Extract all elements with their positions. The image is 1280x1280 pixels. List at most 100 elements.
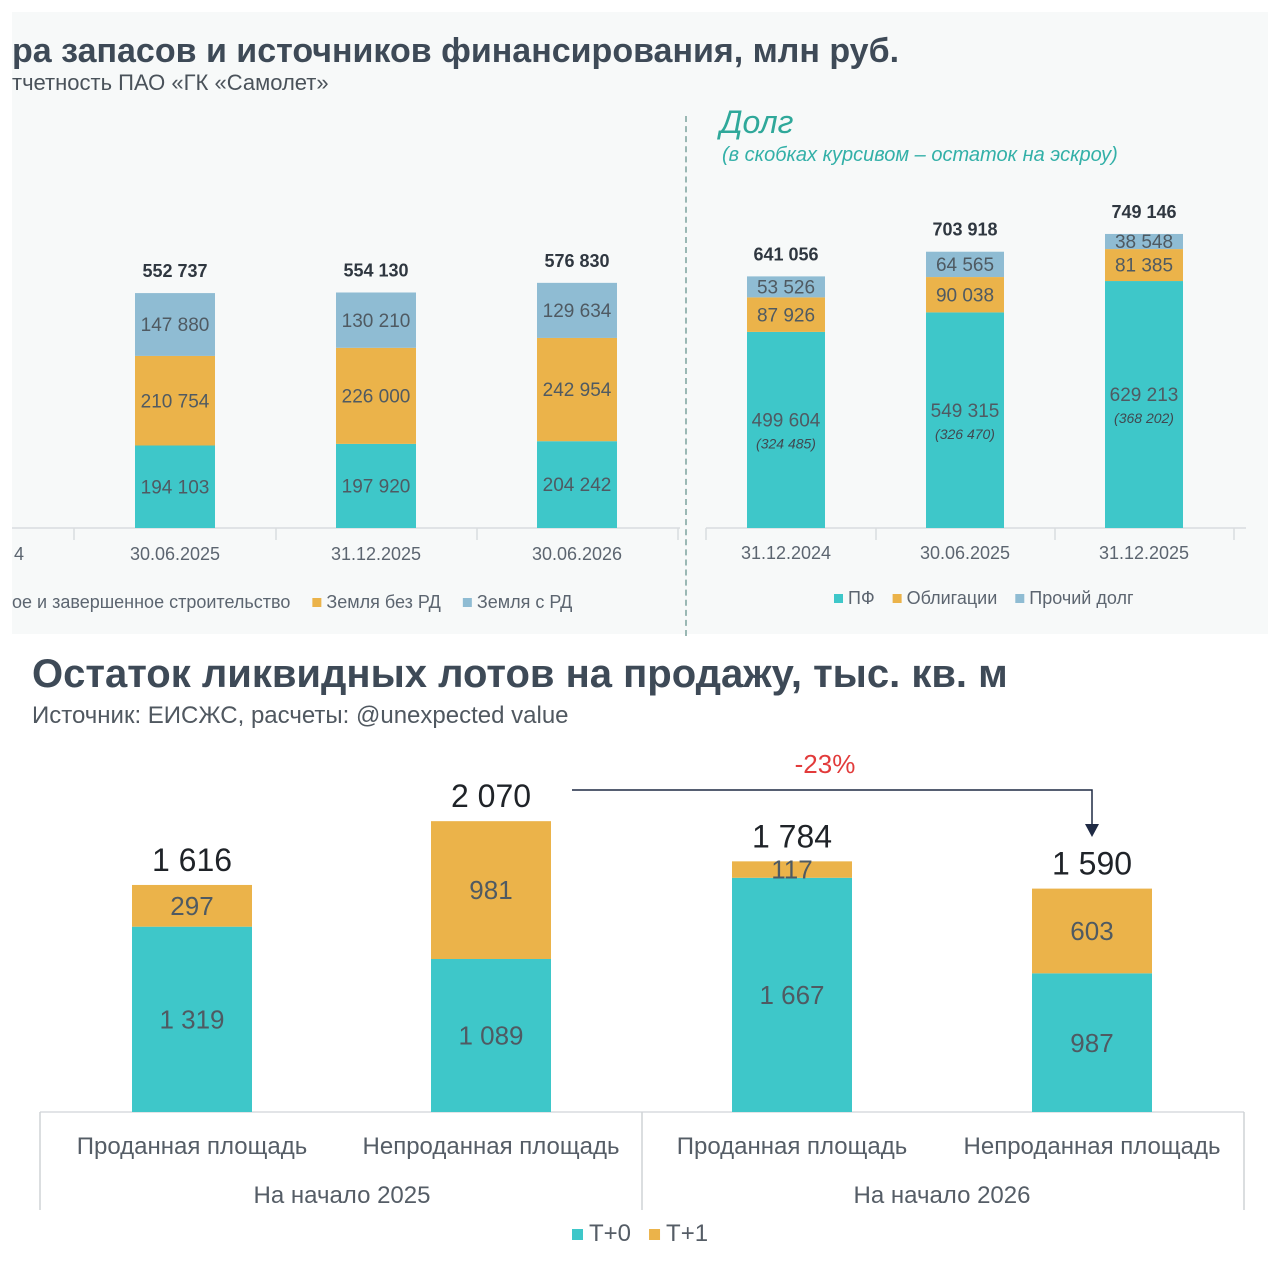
total-label: 1 590 bbox=[1052, 846, 1132, 882]
lots-chart-subtitle: Источник: ЕИСЖС, расчеты: @unexpected va… bbox=[32, 702, 569, 729]
bar-segment-1 bbox=[747, 331, 825, 528]
category-label: 30.06.2025 bbox=[920, 543, 1010, 563]
bar-segment-1 bbox=[537, 441, 617, 528]
legend-label: Прочий долг bbox=[1029, 588, 1134, 608]
segment-label: 549 315 bbox=[931, 401, 1000, 422]
bar-segment-2 bbox=[1032, 888, 1152, 974]
change-arrow-head bbox=[1085, 824, 1099, 837]
segment-label: 226 000 bbox=[342, 387, 411, 408]
legend-swatch bbox=[649, 1229, 661, 1240]
category-label: 4 bbox=[14, 544, 24, 564]
bar-segment-3 bbox=[926, 251, 1004, 278]
legend-label: Т+1 bbox=[666, 1220, 708, 1247]
bar-segment-2 bbox=[537, 337, 617, 442]
bar-segment-1 bbox=[132, 926, 252, 1112]
bar-segment-2 bbox=[135, 355, 215, 446]
segment-label: 987 bbox=[1070, 1028, 1113, 1058]
segment-label: 603 bbox=[1070, 916, 1113, 946]
legend-label: ПФ bbox=[848, 588, 875, 608]
segment-label: 629 213 bbox=[1110, 385, 1179, 406]
legend-swatch bbox=[572, 1229, 583, 1240]
segment-label: 129 634 bbox=[543, 301, 612, 322]
bar-segment-1 bbox=[926, 312, 1004, 528]
bar-segment-1 bbox=[431, 958, 551, 1112]
bar-segment-2 bbox=[132, 884, 252, 927]
bar-segment-1 bbox=[336, 443, 416, 528]
segment-label: 117 bbox=[771, 855, 812, 885]
bar-segment-1 bbox=[1032, 973, 1152, 1112]
total-label: 1 616 bbox=[152, 842, 232, 878]
bar-segment-2 bbox=[1105, 249, 1183, 282]
legend-label: Т+0 bbox=[589, 1220, 631, 1247]
segment-label: 53 526 bbox=[757, 278, 815, 299]
total-label: 703 918 bbox=[932, 220, 997, 240]
segment-label: 204 242 bbox=[543, 475, 612, 496]
segment-label: 64 565 bbox=[936, 255, 994, 276]
legend-label: Земля с РД bbox=[477, 592, 573, 612]
segment-label: 297 bbox=[170, 891, 213, 921]
bar-segment-3 bbox=[336, 292, 416, 348]
escrow-label: (368 202) bbox=[1114, 410, 1174, 426]
lots-chart-title: Остаток ликвидных лотов на продажу, тыс.… bbox=[32, 652, 1008, 696]
segment-label: 1 319 bbox=[159, 1004, 224, 1034]
category-label: 30.06.2026 bbox=[532, 544, 622, 564]
total-label: 641 056 bbox=[753, 244, 818, 264]
bar-segment-2 bbox=[747, 297, 825, 332]
total-label: 552 737 bbox=[142, 261, 207, 281]
bar-segment-1 bbox=[1105, 281, 1183, 528]
category-label: 31.12.2025 bbox=[331, 544, 421, 564]
category-label: Проданная площадь bbox=[77, 1133, 308, 1160]
total-label: 2 070 bbox=[451, 778, 531, 814]
debt-chart: 499 604 (324 485) 87 926 53 526 641 056 31.12… bbox=[705, 202, 1246, 608]
bar-segment-2 bbox=[431, 821, 551, 959]
segment-label: 197 920 bbox=[342, 477, 411, 498]
segment-label: 981 bbox=[469, 875, 512, 905]
segment-label: 242 954 bbox=[543, 380, 612, 401]
category-label: 30.06.2025 bbox=[130, 544, 220, 564]
bar-segment-3 bbox=[1105, 233, 1183, 250]
bar-segment-2 bbox=[336, 347, 416, 444]
category-label: 31.12.2025 bbox=[1099, 543, 1189, 563]
category-label: Непроданная площадь bbox=[964, 1133, 1221, 1160]
legend-label: ое и завершенное строительство bbox=[12, 592, 290, 612]
segment-label: 147 880 bbox=[141, 315, 210, 336]
segment-label: 38 548 bbox=[1115, 232, 1173, 253]
legend-swatch bbox=[312, 598, 322, 607]
segment-label: 87 926 bbox=[757, 305, 815, 326]
category-label: Проданная площадь bbox=[677, 1133, 908, 1160]
legend-label: Облигации bbox=[907, 588, 998, 608]
group-label: На начало 2025 bbox=[254, 1182, 431, 1209]
debt-chart-subtitle: (в скобках курсивом – остаток на эскроу) bbox=[722, 144, 1118, 166]
change-annotation: -23% bbox=[795, 749, 856, 779]
bar-segment-3 bbox=[747, 276, 825, 298]
legend-swatch bbox=[1015, 594, 1025, 603]
bar-segment-1 bbox=[732, 877, 852, 1112]
bar-segment-3 bbox=[537, 282, 617, 338]
inventory-chart-subtitle: тчетность ПАО «ГК «Самолет» bbox=[12, 70, 329, 95]
legend-swatch bbox=[834, 594, 843, 603]
legend-swatch bbox=[462, 598, 472, 607]
bar-segment-2 bbox=[732, 861, 852, 878]
debt-chart-title: Долг bbox=[720, 104, 794, 140]
segment-label: 130 210 bbox=[342, 311, 411, 332]
bottom-panel: Остаток ликвидных лотов на продажу, тыс.… bbox=[12, 640, 1268, 1270]
segment-label: 1 667 bbox=[759, 980, 824, 1010]
group-label: На начало 2026 bbox=[854, 1182, 1031, 1209]
segment-label: 210 754 bbox=[141, 391, 210, 412]
bar-segment-2 bbox=[926, 277, 1004, 313]
total-label: 749 146 bbox=[1111, 202, 1176, 222]
category-label: 31.12.2024 bbox=[741, 543, 831, 563]
inventory-chart-title: ра запасов и источников финансирования, … bbox=[12, 32, 900, 70]
escrow-label: (324 485) bbox=[756, 436, 816, 452]
segment-label: 81 385 bbox=[1115, 256, 1173, 277]
top-panel: ра запасов и источников финансирования, … bbox=[12, 12, 1268, 636]
segment-label: 194 103 bbox=[141, 477, 210, 498]
total-label: 576 830 bbox=[544, 251, 609, 271]
segment-label: 499 604 bbox=[752, 411, 821, 432]
bar-segment-1 bbox=[135, 445, 215, 528]
legend-swatch bbox=[892, 594, 902, 603]
segment-label: 1 089 bbox=[458, 1021, 523, 1051]
category-label: Непроданная площадь bbox=[363, 1133, 620, 1160]
inventory-chart: 194 103 210 754 147 880 552 737 30.06.2025 19… bbox=[12, 251, 680, 612]
